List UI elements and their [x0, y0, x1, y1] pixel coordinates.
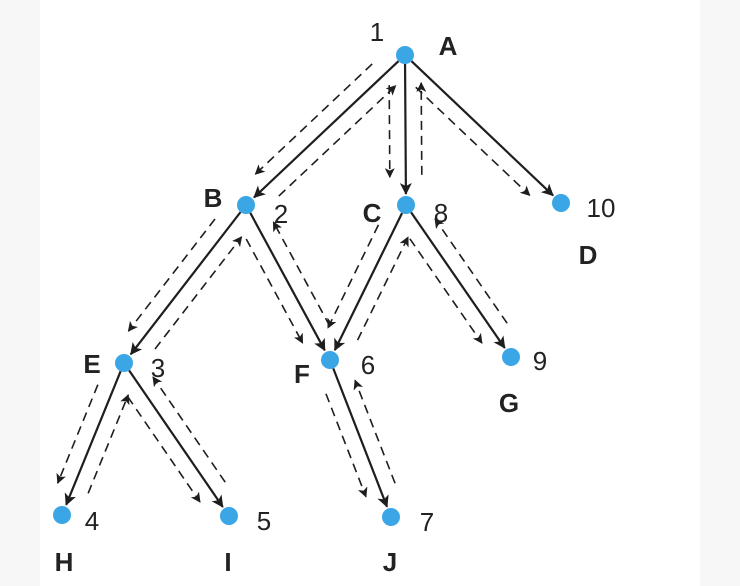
- traversal-arrow-A-C: [384, 85, 395, 179]
- edge-F-J: [332, 367, 389, 508]
- edge-B-E: [129, 211, 242, 356]
- order-label-J: 7: [420, 507, 434, 537]
- traversal-arrow-I-E: [152, 376, 226, 483]
- traversal-arrow-C-F: [327, 224, 380, 329]
- traversal-arrow-A-D: [415, 86, 531, 197]
- traversal-arrow-G-C: [434, 218, 508, 324]
- order-label-B: 2: [274, 199, 288, 229]
- traversal-arrow-B-A: [278, 85, 397, 197]
- node-C: [397, 196, 415, 214]
- labels-layer: A 1 B 2 C 8 D 10 E 3 F 6 G9 H4 I5 J7: [55, 17, 616, 577]
- order-label-I: 5: [257, 506, 271, 536]
- traversal-arrow-J-F: [353, 379, 396, 484]
- node-I: [220, 507, 238, 525]
- traversal-arrow-B-E: [127, 218, 216, 332]
- edge-A-C: [399, 63, 412, 196]
- traversal-arrow-A-B: [254, 63, 373, 175]
- order-label-E: 3: [151, 353, 165, 383]
- node-D: [552, 194, 570, 212]
- order-label-G: 9: [533, 346, 547, 376]
- traversal-arrow-F-C: [356, 236, 409, 341]
- node-label-B: B: [204, 183, 223, 213]
- node-A: [396, 46, 414, 64]
- node-label-G: G: [499, 388, 519, 418]
- order-label-H: 4: [85, 506, 99, 536]
- node-F: [321, 351, 339, 369]
- node-label-H: H: [55, 547, 74, 577]
- edge-B-F: [249, 212, 326, 352]
- traversal-layer: [56, 63, 531, 503]
- node-J: [382, 508, 400, 526]
- traversal-arrow-H-E: [87, 394, 130, 494]
- node-label-F: F: [294, 359, 310, 389]
- traversal-arrow-E-I: [127, 396, 201, 503]
- node-B: [237, 196, 255, 214]
- traversal-arrow-B-F: [245, 238, 304, 344]
- order-label-D: 10: [587, 193, 616, 223]
- node-G: [502, 348, 520, 366]
- node-H: [53, 506, 71, 524]
- edge-C-G: [410, 211, 506, 349]
- order-label-C: 8: [434, 198, 448, 228]
- nodes-layer: [53, 46, 570, 526]
- traversal-arrow-E-H: [56, 384, 99, 484]
- node-label-C: C: [363, 198, 382, 228]
- edges-layer: [64, 60, 554, 508]
- traversal-arrow-C-A: [416, 81, 427, 175]
- traversal-arrow-C-G: [409, 238, 483, 344]
- order-label-A: 1: [370, 17, 384, 47]
- node-label-E: E: [83, 349, 100, 379]
- order-label-F: 6: [361, 350, 375, 380]
- node-E: [115, 354, 133, 372]
- edge-E-H: [64, 370, 122, 506]
- edge-A-B: [253, 60, 400, 199]
- node-label-I: I: [224, 547, 231, 577]
- edge-A-D: [410, 60, 554, 197]
- left-margin-strip: [0, 0, 40, 586]
- node-label-A: A: [439, 31, 458, 61]
- right-margin-strip: [700, 0, 740, 586]
- node-label-J: J: [383, 547, 397, 577]
- node-label-D: D: [579, 240, 598, 270]
- traversal-arrow-F-B: [272, 221, 331, 327]
- traversal-arrow-F-J: [325, 393, 368, 498]
- edge-E-I: [128, 369, 224, 508]
- traversal-arrow-E-B: [154, 236, 243, 350]
- edge-C-F: [333, 212, 404, 352]
